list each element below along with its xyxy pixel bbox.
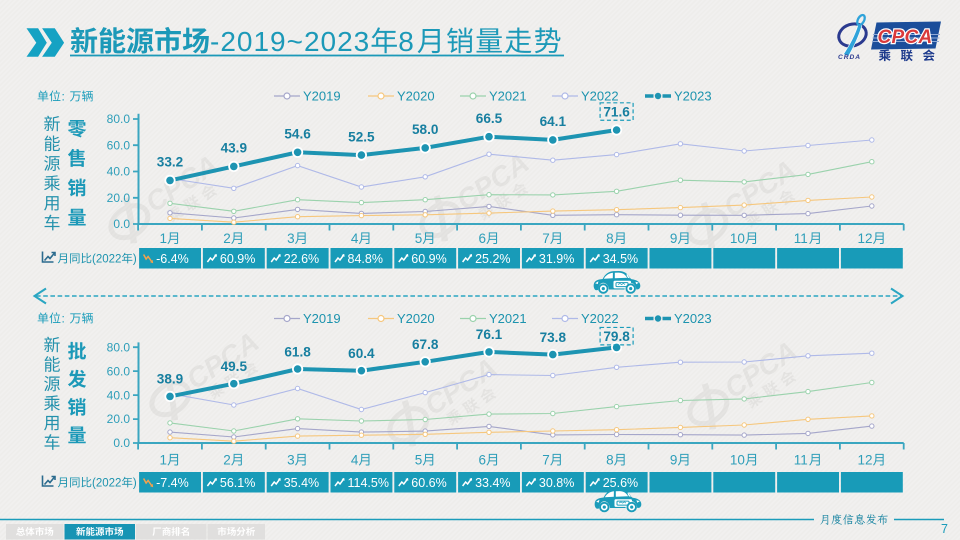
svg-text:60.9%: 60.9%: [220, 252, 255, 266]
svg-text:): ): [133, 478, 137, 490]
svg-text:7: 7: [941, 522, 948, 536]
svg-text:58.0: 58.0: [412, 122, 438, 137]
svg-text:8: 8: [398, 26, 414, 57]
svg-text:CRDA: CRDA: [838, 54, 861, 61]
svg-text:Y2020: Y2020: [397, 89, 435, 104]
svg-text:6: 6: [479, 231, 487, 246]
svg-text:-7.4%: -7.4%: [156, 476, 189, 490]
svg-text:Y2023: Y2023: [674, 89, 712, 104]
svg-text:73.8: 73.8: [540, 330, 567, 345]
svg-text:20.0: 20.0: [107, 412, 131, 426]
svg-text:11: 11: [794, 231, 808, 246]
svg-text:60.4: 60.4: [348, 346, 375, 361]
svg-text:9: 9: [670, 453, 678, 468]
svg-text:30.8%: 30.8%: [539, 476, 574, 490]
svg-text:-2019~2023: -2019~2023: [210, 26, 370, 57]
svg-text:80.0: 80.0: [107, 340, 131, 354]
svg-text:33.2: 33.2: [157, 155, 184, 170]
svg-text:49.5: 49.5: [221, 359, 248, 374]
svg-text::: :: [62, 312, 65, 326]
svg-text:25.6%: 25.6%: [603, 476, 638, 490]
svg-text:CPCA: CPCA: [877, 27, 932, 48]
svg-text:66.5: 66.5: [476, 111, 503, 126]
svg-text:11: 11: [794, 453, 808, 468]
svg-text:9: 9: [670, 231, 678, 246]
svg-text:): ): [133, 254, 137, 266]
svg-text:31.9%: 31.9%: [539, 252, 574, 266]
svg-text:2: 2: [223, 231, 231, 246]
svg-text:Y2019: Y2019: [303, 89, 341, 104]
svg-text:Y2021: Y2021: [489, 89, 527, 104]
svg-text:52.5: 52.5: [348, 129, 375, 144]
svg-text:2: 2: [223, 453, 231, 468]
svg-text:80.0: 80.0: [107, 112, 131, 126]
svg-text:114.5%: 114.5%: [348, 476, 389, 490]
svg-text:0.0: 0.0: [113, 436, 130, 450]
svg-text:76.1: 76.1: [476, 327, 503, 342]
svg-text:60.6%: 60.6%: [411, 476, 446, 490]
svg-text:22.6%: 22.6%: [284, 252, 319, 266]
svg-text:6: 6: [479, 453, 487, 468]
svg-text:20.0: 20.0: [107, 191, 131, 205]
svg-text:40.0: 40.0: [107, 388, 131, 402]
svg-text:60.0: 60.0: [107, 364, 131, 378]
svg-text:60.9%: 60.9%: [411, 252, 446, 266]
svg-text:4: 4: [351, 453, 359, 468]
svg-text:64.1: 64.1: [540, 114, 567, 129]
svg-text:0.0: 0.0: [113, 217, 130, 231]
svg-text:10: 10: [730, 453, 745, 468]
svg-text:Y2022: Y2022: [581, 311, 619, 326]
svg-text:8: 8: [606, 453, 614, 468]
svg-text:40.0: 40.0: [107, 165, 131, 179]
svg-text:25.2%: 25.2%: [475, 252, 510, 266]
svg-text:4: 4: [351, 231, 359, 246]
svg-text:Y2019: Y2019: [303, 311, 341, 326]
svg-text:5: 5: [415, 231, 423, 246]
svg-text:71.6: 71.6: [603, 104, 630, 119]
svg-text:54.6: 54.6: [284, 127, 311, 142]
svg-text:84.8%: 84.8%: [348, 252, 383, 266]
svg-text:1: 1: [160, 231, 168, 246]
svg-text:(2022: (2022: [92, 254, 121, 266]
svg-text:3: 3: [287, 453, 295, 468]
svg-text:35.4%: 35.4%: [284, 476, 319, 490]
svg-text:10: 10: [730, 231, 745, 246]
svg-text:33.4%: 33.4%: [475, 476, 510, 490]
svg-text:38.9: 38.9: [157, 372, 184, 387]
svg-text:43.9: 43.9: [221, 141, 248, 156]
svg-text:-6.4%: -6.4%: [156, 252, 189, 266]
svg-text:7: 7: [542, 231, 550, 246]
svg-text:12: 12: [858, 453, 873, 468]
svg-text:56.1%: 56.1%: [220, 476, 255, 490]
svg-text:8: 8: [606, 231, 614, 246]
svg-text:67.8: 67.8: [412, 337, 439, 352]
svg-text:Y2023: Y2023: [674, 311, 712, 326]
svg-text:7: 7: [542, 453, 550, 468]
svg-text:3: 3: [287, 231, 295, 246]
svg-text:Y2020: Y2020: [397, 311, 435, 326]
svg-text::: :: [62, 90, 65, 104]
svg-text:1: 1: [160, 453, 168, 468]
svg-text:5: 5: [415, 453, 423, 468]
svg-text:(2022: (2022: [92, 478, 121, 490]
svg-text:60.0: 60.0: [107, 138, 131, 152]
svg-text:Y2022: Y2022: [581, 89, 619, 104]
svg-text:34.5%: 34.5%: [603, 252, 638, 266]
svg-text:Y2021: Y2021: [489, 311, 527, 326]
svg-text:12: 12: [858, 231, 873, 246]
svg-text:61.8: 61.8: [284, 344, 311, 359]
svg-text:79.8: 79.8: [603, 329, 630, 344]
